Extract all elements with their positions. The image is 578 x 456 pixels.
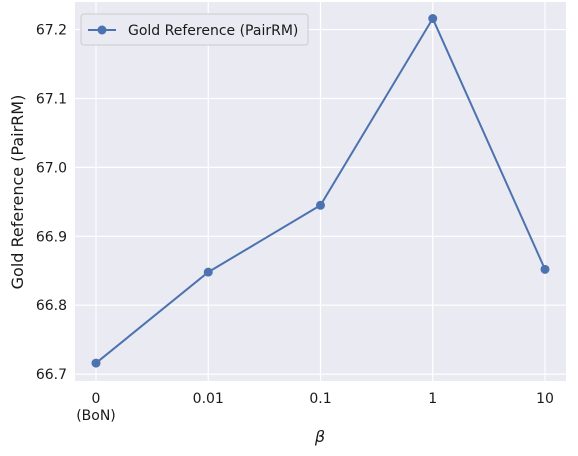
legend-box	[80, 13, 309, 46]
data-point	[428, 14, 438, 24]
y-axis-label: Gold Reference (PairRM)	[8, 95, 27, 290]
y-tick-label: 66.9	[36, 229, 67, 245]
legend-label: Gold Reference (PairRM)	[128, 23, 298, 39]
data-point	[540, 264, 550, 274]
legend-marker	[97, 25, 107, 35]
data-point	[203, 267, 213, 277]
data-point	[316, 200, 325, 210]
x-tick-label: 10	[536, 391, 554, 407]
data-point	[91, 358, 101, 368]
y-tick-label: 66.8	[36, 298, 67, 314]
x-tick-labels: 0(BoN) 0.01 0.1 1 10	[76, 391, 554, 424]
grid	[75, 2, 566, 381]
x-tick-label: 0	[92, 391, 101, 407]
y-tick-label: 67.0	[36, 160, 67, 176]
y-tick-labels: 66.7 66.8 66.9 67.0 67.1 67.2	[36, 23, 67, 384]
y-tick-label: 66.7	[36, 367, 67, 383]
y-tick-label: 67.1	[36, 91, 67, 107]
x-axis-label: β	[314, 427, 325, 446]
x-tick-sublabel: (BoN)	[76, 408, 116, 424]
x-tick-label: 1	[428, 391, 437, 407]
y-tick-label: 67.2	[36, 23, 67, 39]
x-tick-label: 0.01	[193, 391, 224, 407]
x-tick-label: 0.1	[309, 391, 331, 407]
series-layer	[91, 14, 550, 368]
legend: Gold Reference (PairRM)	[80, 13, 309, 46]
